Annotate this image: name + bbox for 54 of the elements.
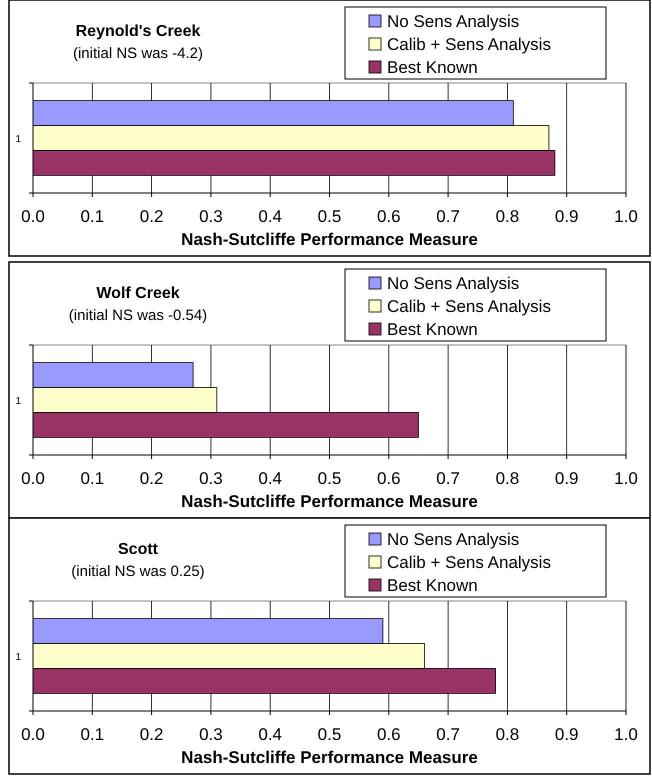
x-tick-label: 0.0 xyxy=(21,469,45,488)
legend-label: No Sens Analysis xyxy=(387,12,520,31)
x-tick-label: 0.2 xyxy=(140,725,164,744)
x-tick-label: 0.3 xyxy=(199,207,223,226)
x-tick-label: 0.6 xyxy=(376,469,401,488)
x-tick-label: 0.4 xyxy=(258,469,282,488)
x-tick-label: 0.9 xyxy=(554,469,579,488)
x-tick-label: 0.0 xyxy=(21,207,45,226)
x-tick-label: 0.1 xyxy=(80,469,104,488)
x-tick-label: 0.0 xyxy=(21,725,45,744)
chart-title: Reynold's Creek xyxy=(76,23,200,40)
legend-label: Calib + Sens Analysis xyxy=(387,297,551,316)
chart-subtitle: (initial NS was -0.54) xyxy=(68,307,208,324)
chart-subtitle: (initial NS was -4.2) xyxy=(72,45,204,62)
x-tick-label: 0.5 xyxy=(318,725,342,744)
x-tick-label: 1.0 xyxy=(614,469,638,488)
x-tick-label: 0.2 xyxy=(140,207,164,226)
x-tick-label: 0.2 xyxy=(140,469,164,488)
x-tick-label: 0.7 xyxy=(436,725,460,744)
x-tick-label: 1.0 xyxy=(614,207,638,226)
x-tick-label: 0.3 xyxy=(199,725,223,744)
x-tick-label: 1.0 xyxy=(614,725,638,744)
x-tick-label: 0.5 xyxy=(318,207,342,226)
y-tick-label: 1 xyxy=(15,652,22,663)
x-axis-title: Nash-Sutcliffe Performance Measure xyxy=(181,230,478,249)
x-tick-label: 0.1 xyxy=(80,207,104,226)
chart-subtitle: (initial NS was 0.25) xyxy=(71,563,205,580)
x-tick-label: 0.8 xyxy=(496,725,520,744)
x-tick-label: 0.4 xyxy=(258,207,282,226)
x-tick-label: 0.9 xyxy=(554,207,579,226)
x-tick-label: 0.8 xyxy=(496,207,520,226)
legend-label: Best Known xyxy=(387,58,478,77)
x-tick-label: 0.8 xyxy=(496,469,520,488)
legend-label: No Sens Analysis xyxy=(387,274,520,293)
y-tick-label: 1 xyxy=(15,396,22,407)
x-tick-label: 0.6 xyxy=(376,207,401,226)
chart-title: Wolf Creek xyxy=(96,285,180,302)
x-tick-label: 0.9 xyxy=(554,725,579,744)
x-tick-label: 0.6 xyxy=(376,725,401,744)
y-tick-label: 1 xyxy=(15,134,22,145)
legend-label: Calib + Sens Analysis xyxy=(387,35,551,54)
chart-title: Scott xyxy=(118,541,159,558)
x-tick-label: 0.3 xyxy=(199,469,223,488)
x-tick-label: 0.4 xyxy=(258,725,282,744)
x-tick-label: 0.1 xyxy=(80,725,104,744)
x-tick-label: 0.7 xyxy=(436,469,460,488)
legend-label: No Sens Analysis xyxy=(387,530,520,549)
x-axis-title: Nash-Sutcliffe Performance Measure xyxy=(181,748,478,767)
x-tick-label: 0.7 xyxy=(436,207,460,226)
legend-label: Best Known xyxy=(387,576,478,595)
x-axis-title: Nash-Sutcliffe Performance Measure xyxy=(181,492,478,511)
x-tick-label: 0.5 xyxy=(318,469,342,488)
legend-label: Best Known xyxy=(387,320,478,339)
legend-label: Calib + Sens Analysis xyxy=(387,553,551,572)
